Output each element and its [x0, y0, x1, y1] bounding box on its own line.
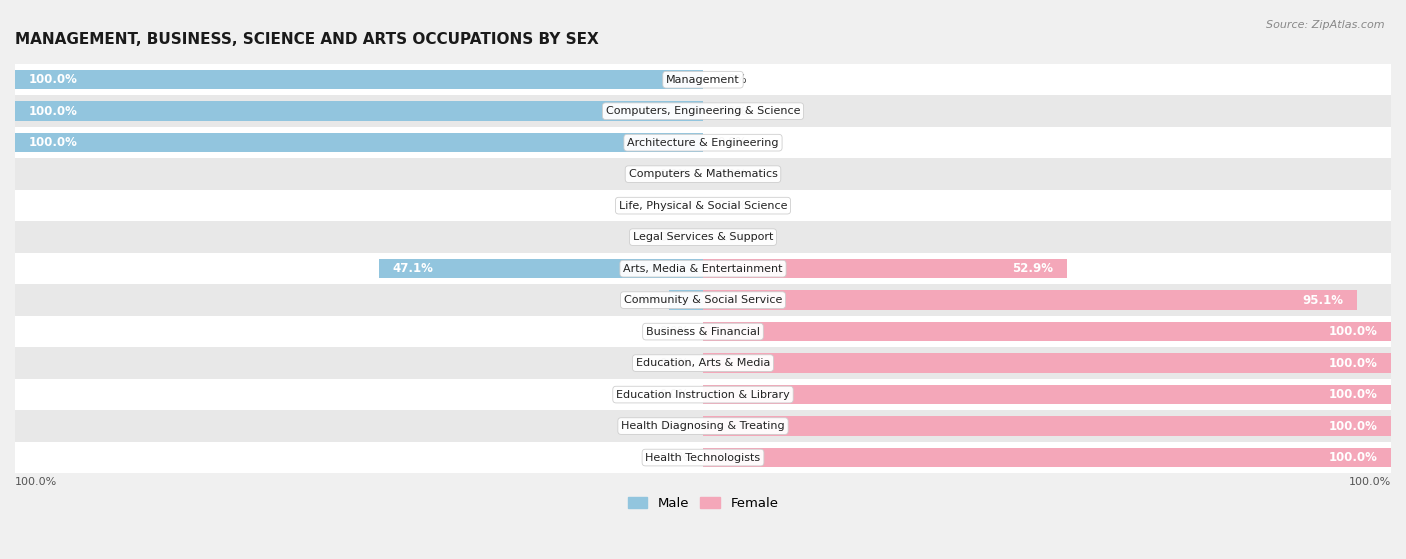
Bar [15, 101, 703, 121]
Text: 100.0%: 100.0% [28, 136, 77, 149]
Text: Business & Financial: Business & Financial [645, 326, 761, 337]
Text: 0.0%: 0.0% [717, 73, 747, 86]
Legend: Male, Female: Male, Female [623, 491, 783, 515]
Text: Legal Services & Support: Legal Services & Support [633, 232, 773, 242]
Text: 100.0%: 100.0% [1329, 420, 1378, 433]
Text: 0.0%: 0.0% [659, 420, 689, 433]
Text: 100.0%: 100.0% [1329, 451, 1378, 464]
Text: Education, Arts & Media: Education, Arts & Media [636, 358, 770, 368]
Bar [15, 316, 1391, 347]
Bar [15, 70, 703, 89]
Bar [15, 410, 1391, 442]
Text: 100.0%: 100.0% [1348, 477, 1391, 487]
Text: 100.0%: 100.0% [15, 477, 58, 487]
Text: 100.0%: 100.0% [1329, 357, 1378, 369]
Text: 0.0%: 0.0% [659, 231, 689, 244]
Text: 0.0%: 0.0% [717, 199, 747, 212]
Text: Architecture & Engineering: Architecture & Engineering [627, 138, 779, 148]
Text: Community & Social Service: Community & Social Service [624, 295, 782, 305]
Text: 0.0%: 0.0% [659, 357, 689, 369]
Text: 0.0%: 0.0% [659, 168, 689, 181]
Bar [15, 221, 1391, 253]
Bar [15, 127, 1391, 158]
Bar [703, 290, 1357, 310]
Text: Computers, Engineering & Science: Computers, Engineering & Science [606, 106, 800, 116]
Text: 100.0%: 100.0% [28, 105, 77, 118]
Text: 0.0%: 0.0% [717, 136, 747, 149]
Bar [669, 290, 703, 310]
Text: 0.0%: 0.0% [659, 199, 689, 212]
Text: 0.0%: 0.0% [659, 388, 689, 401]
Text: 100.0%: 100.0% [1329, 388, 1378, 401]
Text: Management: Management [666, 75, 740, 85]
Text: 100.0%: 100.0% [1329, 325, 1378, 338]
Bar [703, 385, 1391, 404]
Bar [15, 442, 1391, 473]
Text: 0.0%: 0.0% [717, 231, 747, 244]
Bar [703, 322, 1391, 342]
Bar [703, 448, 1391, 467]
Text: 52.9%: 52.9% [1012, 262, 1053, 275]
Text: 95.1%: 95.1% [1302, 293, 1344, 307]
Bar [15, 96, 1391, 127]
Text: 47.1%: 47.1% [392, 262, 433, 275]
Text: 0.0%: 0.0% [659, 325, 689, 338]
Bar [703, 416, 1391, 436]
Text: MANAGEMENT, BUSINESS, SCIENCE AND ARTS OCCUPATIONS BY SEX: MANAGEMENT, BUSINESS, SCIENCE AND ARTS O… [15, 32, 599, 47]
Text: 0.0%: 0.0% [659, 451, 689, 464]
Text: Education Instruction & Library: Education Instruction & Library [616, 390, 790, 400]
Text: 0.0%: 0.0% [717, 168, 747, 181]
Text: Health Diagnosing & Treating: Health Diagnosing & Treating [621, 421, 785, 431]
Bar [380, 259, 703, 278]
Text: Health Technologists: Health Technologists [645, 453, 761, 462]
Bar [15, 133, 703, 153]
Bar [703, 259, 1067, 278]
Bar [15, 158, 1391, 190]
Text: 4.9%: 4.9% [628, 293, 659, 307]
Text: 100.0%: 100.0% [28, 73, 77, 86]
Text: Computers & Mathematics: Computers & Mathematics [628, 169, 778, 179]
Bar [15, 347, 1391, 379]
Text: Source: ZipAtlas.com: Source: ZipAtlas.com [1267, 20, 1385, 30]
Bar [15, 379, 1391, 410]
Bar [15, 285, 1391, 316]
Bar [15, 190, 1391, 221]
Text: Arts, Media & Entertainment: Arts, Media & Entertainment [623, 264, 783, 274]
Bar [15, 253, 1391, 285]
Text: Life, Physical & Social Science: Life, Physical & Social Science [619, 201, 787, 211]
Bar [15, 64, 1391, 96]
Text: 0.0%: 0.0% [717, 105, 747, 118]
Bar [703, 353, 1391, 373]
